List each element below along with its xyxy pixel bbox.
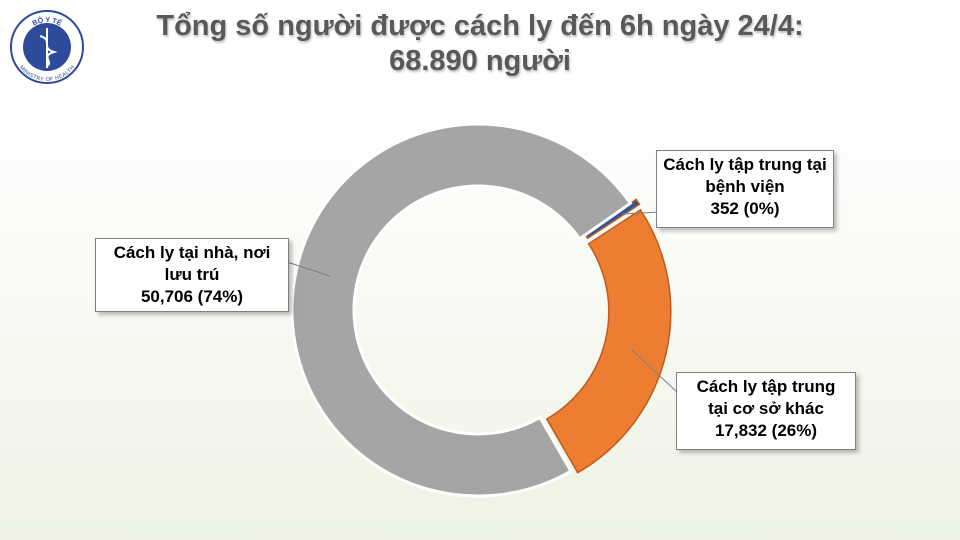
value-label: 352 (0%) [710,199,780,218]
donut-slice [545,208,672,474]
value-label: 50,706 (74%) [140,287,244,306]
callout: Cách ly tập trung tại cơ sở khác 17,832 … [676,372,856,450]
leader-line [286,261,331,277]
chart-title: Tổng số người được cách ly đến 6h ngày 2… [156,10,804,42]
leader-line [621,211,661,215]
callout: Cách ly tại nhà, nơi lưu trú 50,706 (74%… [95,238,289,312]
category-label: Cách ly tập trung tại bệnh viện [663,155,827,196]
category-label: Cách ly tập trung tại cơ sở khác [696,377,836,418]
chart-subtitle: 68.890 người [389,45,571,77]
category-label: Cách ly tại nhà, nơi lưu trú [113,243,271,284]
logo-caduceus [39,28,58,68]
leader-line [631,349,678,393]
value-label: 17,832 (26%) [714,421,818,440]
callout: Cách ly tập trung tại bệnh viện 352 (0%) [656,150,834,228]
donut-slice [290,122,633,498]
